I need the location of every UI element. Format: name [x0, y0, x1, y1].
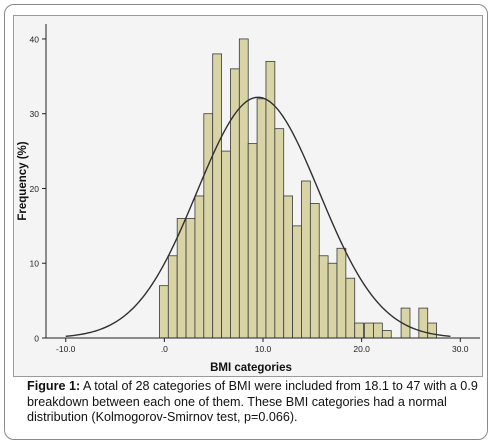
histogram-bar	[418, 307, 429, 339]
x-tick-label: .0	[161, 344, 168, 354]
y-tick-label: 0	[34, 334, 39, 344]
x-ticks-group: -10.0 .0 10.0 20.0 30.0	[56, 338, 469, 354]
histogram-bar	[336, 247, 347, 339]
histogram-bar	[256, 98, 267, 339]
histogram-bar	[427, 322, 437, 339]
histogram-bar	[221, 150, 231, 339]
histogram-bar	[373, 322, 383, 339]
histogram-bar	[194, 195, 205, 339]
histogram-bar	[247, 143, 258, 339]
histogram-bar	[274, 128, 285, 339]
histogram-bar	[345, 277, 356, 339]
histogram-bar	[283, 195, 293, 339]
histogram-bar	[327, 262, 338, 339]
x-tick-label: 10.0	[255, 344, 272, 354]
histogram-bar	[301, 180, 311, 339]
x-tick-label: 30.0	[452, 344, 469, 354]
x-axis-label: BMI categories	[210, 362, 292, 374]
caption-label: Figure 1:	[27, 379, 81, 393]
histogram-bar	[238, 38, 249, 339]
histogram-bar	[185, 217, 196, 339]
histogram-bar	[309, 203, 320, 339]
y-axis-label: Frequency (%)	[17, 141, 29, 220]
histogram-bar	[364, 322, 374, 339]
caption-text: A total of 28 categories of BMI were inc…	[27, 379, 478, 424]
histogram-bar	[167, 255, 178, 339]
bars-group	[159, 38, 437, 339]
histogram-bar	[381, 330, 392, 339]
histogram-bar	[318, 255, 329, 339]
histogram-bar	[354, 322, 365, 339]
y-tick-label: 30	[30, 109, 40, 119]
normal-curve	[65, 96, 451, 337]
x-tick-label: -10.0	[56, 344, 76, 354]
y-tick-label: 20	[30, 184, 40, 194]
histogram-bar	[203, 113, 214, 339]
y-tick-label: 40	[30, 34, 40, 44]
histogram-bar	[292, 225, 302, 339]
x-tick-label: 20.0	[353, 344, 370, 354]
histogram-chart: 0 10 20 30 40 -10.0 .0 10.0 20.0 30.0 Frequency …	[17, 24, 480, 374]
chart-panel: 0 10 20 30 40 -10.0 .0 10.0 20.0 30.0 Frequency …	[13, 15, 483, 377]
y-ticks-group: 0 10 20 30 40	[30, 34, 46, 344]
figure-caption: Figure 1: A total of 28 categories of BM…	[27, 379, 482, 426]
y-tick-label: 10	[30, 259, 40, 269]
figure-frame: 0 10 20 30 40 -10.0 .0 10.0 20.0 30.0 Frequency …	[4, 4, 488, 440]
histogram-bar	[159, 285, 169, 339]
histogram-bar	[212, 53, 222, 339]
